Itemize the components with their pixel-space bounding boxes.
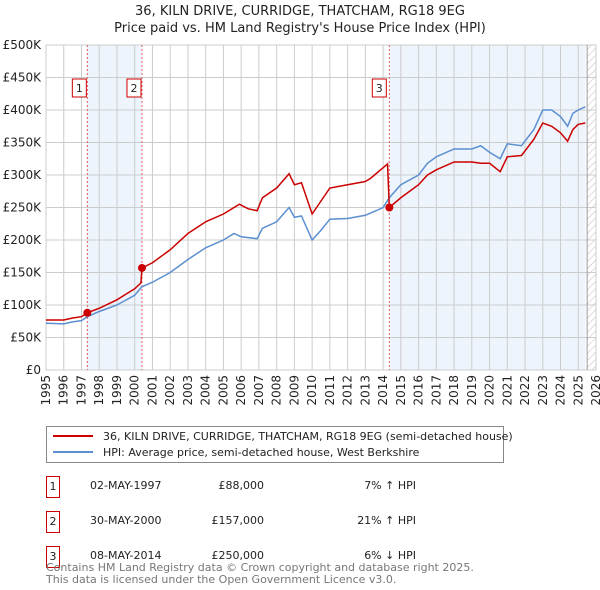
legend-swatch-hpi [53, 451, 93, 453]
x-tick-label: 2013 [358, 375, 372, 406]
x-tick-label: 1999 [110, 375, 124, 406]
sale-row: 1 02-MAY-1997 £88,000 7% ↑ HPI [46, 476, 446, 498]
x-tick-label: 1996 [57, 375, 71, 406]
price-chart: £0 £50K £100K £150K £200K £250K £300K £350K £400… [3, 38, 600, 406]
x-tick-label: 2025 [571, 375, 585, 406]
hpi-line [45, 106, 586, 325]
footer-licence: This data is licensed under the Open Gov… [46, 573, 397, 586]
sale-marker-label: 2 [46, 511, 60, 533]
x-tick-label: 2020 [483, 375, 497, 406]
x-tick-label: 2026 [589, 375, 600, 406]
y-tick-label: £300K [3, 168, 43, 182]
y-tick-label: £250K [3, 201, 43, 215]
x-tick-label: 2006 [234, 375, 248, 406]
sale-marker-box [371, 78, 387, 98]
x-tick-label: 2003 [181, 375, 195, 406]
x-tick-label: 2024 [554, 375, 568, 406]
sale-hpi-diff: 21% ↑ HPI [357, 514, 416, 527]
property-line [46, 122, 586, 321]
sale-marker-label: 1 [76, 82, 83, 95]
x-tick-label: 2014 [376, 375, 390, 406]
sale-marker-label: 3 [376, 82, 383, 95]
chart-subtitle: Price paid vs. HM Land Registry's House … [114, 21, 486, 36]
sale-row: 2 30-MAY-2000 £157,000 21% ↑ HPI [46, 511, 446, 533]
x-tick-label: 2011 [323, 375, 337, 406]
chart-title: 36, KILN DRIVE, CURRIDGE, THATCHAM, RG18… [135, 4, 465, 19]
x-tick-label: 2012 [341, 375, 355, 406]
sale-price: £250,000 [211, 549, 265, 562]
x-tick-label: 2005 [216, 375, 230, 406]
legend-label-property: 36, KILN DRIVE, CURRIDGE, THATCHAM, RG18… [103, 429, 513, 443]
sale-hpi-diff: 7% ↑ HPI [364, 479, 416, 492]
sale-date: 08-MAY-2014 [90, 549, 162, 562]
y-tick-label: £450K [3, 71, 43, 85]
y-tick-label: £150K [3, 266, 43, 280]
sale-date: 02-MAY-1997 [90, 479, 162, 492]
x-tick-label: 2009 [287, 375, 301, 406]
sale-point [137, 263, 146, 272]
x-tick-label: 1995 [39, 375, 53, 406]
x-tick-label: 2008 [270, 375, 284, 406]
sale-row: 3 08-MAY-2014 £250,000 6% ↓ HPI [46, 546, 446, 568]
y-tick-label: £100K [3, 298, 43, 312]
legend: 36, KILN DRIVE, CURRIDGE, THATCHAM, RG18… [46, 426, 513, 463]
x-tick-label: 2017 [429, 375, 443, 406]
sale-point [385, 203, 394, 212]
x-tick-label: 2010 [305, 375, 319, 406]
legend-swatch-property [53, 435, 93, 437]
sale-price: £157,000 [211, 514, 265, 527]
sale-marker-box [126, 78, 142, 98]
x-tick-label: 2001 [145, 375, 159, 406]
sale-marker-label: 2 [130, 82, 137, 95]
sale-marker-box [71, 78, 87, 98]
x-tick-label: 2022 [518, 375, 532, 406]
x-tick-label: 2023 [536, 375, 550, 406]
sale-point [83, 308, 92, 317]
x-tick-label: 2019 [465, 375, 479, 406]
x-tick-label: 1998 [92, 375, 106, 406]
x-tick-label: 2015 [394, 375, 408, 406]
y-tick-label: £500K [3, 38, 43, 52]
footer-copyright: Contains HM Land Registry data © Crown c… [46, 561, 474, 574]
x-tick-label: 2007 [252, 375, 266, 406]
y-tick-label: £0 [26, 363, 41, 377]
sale-date: 30-MAY-2000 [90, 514, 162, 527]
footer: Contains HM Land Registry data © Crown c… [46, 562, 474, 586]
x-tick-label: 2000 [128, 375, 142, 406]
y-tick-label: £400K [3, 103, 43, 117]
y-tick-label: £50K [10, 331, 42, 345]
x-tick-label: 2016 [412, 375, 426, 406]
x-tick-label: 1997 [74, 375, 88, 406]
sale-marker-label: 3 [46, 546, 60, 568]
sale-marker-label: 1 [46, 476, 60, 498]
y-tick-label: £200K [3, 233, 43, 247]
sale-price: £88,000 [218, 479, 265, 492]
legend-label-hpi: HPI: Average price, semi-detached house,… [103, 445, 420, 459]
sale-hpi-diff: 6% ↓ HPI [364, 549, 416, 562]
x-tick-label: 2002 [163, 375, 177, 406]
y-tick-label: £350K [3, 136, 43, 150]
x-tick-label: 2004 [199, 375, 213, 406]
x-tick-label: 2021 [500, 375, 514, 406]
x-tick-label: 2018 [447, 375, 461, 406]
